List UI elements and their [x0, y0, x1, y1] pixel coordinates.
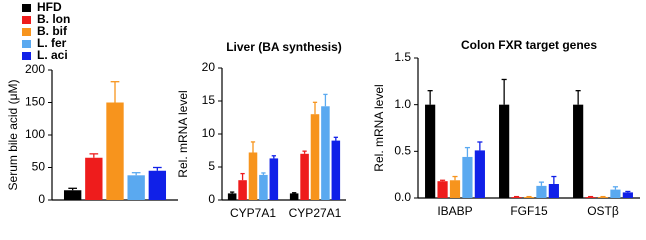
bar — [127, 175, 145, 200]
error-bar — [89, 153, 99, 158]
bar — [523, 197, 535, 198]
y-tick-label: 1.0 — [394, 97, 411, 111]
chart-title: Liver (BA synthesis) — [226, 40, 342, 54]
bar — [148, 170, 167, 200]
y-tick-label: 1.5 — [394, 50, 411, 64]
bar — [449, 180, 461, 198]
error-bar — [538, 181, 544, 186]
error-bar — [68, 187, 78, 191]
bar — [85, 157, 103, 200]
error-bar — [323, 93, 328, 107]
y-tick-label: 50 — [32, 160, 46, 174]
bar — [597, 197, 609, 198]
y-tick-label: 10 — [202, 126, 216, 140]
bar — [474, 150, 485, 198]
error-bar — [501, 78, 507, 105]
x-tick-label: IBABP — [437, 204, 472, 218]
bar — [610, 189, 621, 198]
bar — [63, 190, 82, 200]
legend-label: HFD — [37, 0, 62, 14]
y-tick-label: 100 — [25, 127, 45, 141]
legend-label: L. aci — [37, 48, 68, 62]
y-tick-label: 200 — [25, 62, 45, 76]
error-bar — [551, 175, 557, 184]
bar — [548, 184, 559, 198]
legend-swatch — [22, 52, 31, 60]
y-tick-label: 0 — [38, 192, 45, 206]
bar — [248, 152, 258, 200]
y-axis-label: Rel. mRNA level — [372, 84, 386, 171]
bar — [622, 192, 633, 198]
bar — [289, 193, 299, 200]
y-tick-label: 0.5 — [394, 144, 411, 158]
error-bar — [250, 141, 256, 153]
error-bar — [427, 90, 433, 105]
bar — [227, 193, 237, 200]
error-bar — [464, 146, 470, 157]
bar — [300, 153, 309, 200]
y-axis-label: Serum bile acid (μM) — [6, 80, 20, 191]
error-bar — [230, 191, 235, 194]
x-tick-label: CYP7A1 — [230, 206, 276, 220]
legend-swatch — [22, 40, 31, 48]
bar — [499, 104, 510, 198]
bar — [321, 106, 330, 200]
y-tick-label: 0 — [208, 192, 215, 206]
bar — [106, 102, 124, 200]
legend-swatch — [22, 28, 31, 36]
error-bar — [477, 141, 483, 151]
x-tick-label: FGF15 — [510, 204, 548, 218]
x-tick-label: CYP27A1 — [289, 206, 342, 220]
bar — [573, 104, 584, 198]
bar — [331, 140, 341, 200]
y-tick-label: 0.0 — [394, 190, 411, 204]
error-bar — [302, 150, 307, 154]
legend-swatch — [22, 4, 31, 12]
legend-label: L. fer — [37, 36, 67, 50]
chart-title: Colon FXR target genes — [461, 38, 597, 52]
legend-swatch — [22, 16, 31, 24]
error-bar — [152, 166, 162, 171]
y-tick-label: 5 — [208, 159, 215, 173]
bar — [238, 180, 247, 200]
error-bar — [271, 155, 276, 159]
bar — [425, 104, 436, 198]
error-bar — [240, 172, 245, 181]
error-bar — [440, 179, 446, 182]
y-tick-label: 15 — [202, 93, 216, 107]
x-tick-label: OSTβ — [587, 204, 619, 218]
bar — [462, 156, 473, 198]
bar — [259, 174, 268, 200]
bar — [310, 114, 320, 200]
error-bar — [452, 175, 458, 181]
bar — [269, 158, 279, 200]
error-bar — [625, 190, 631, 193]
y-tick-label: 150 — [25, 95, 45, 109]
error-bar — [575, 90, 581, 105]
error-bar — [333, 136, 338, 141]
y-axis-label: Rel. mRNA level — [176, 90, 190, 177]
legend-label: B. bif — [37, 24, 68, 38]
error-bar — [110, 81, 120, 103]
legend-label: B. lon — [37, 12, 70, 26]
bar — [511, 197, 522, 198]
error-bar — [292, 192, 297, 194]
error-bar — [312, 101, 318, 115]
bar — [536, 185, 547, 198]
bar — [437, 181, 448, 198]
y-tick-label: 20 — [202, 60, 216, 74]
error-bar — [261, 172, 266, 175]
error-bar — [612, 186, 618, 190]
bar — [585, 197, 596, 198]
error-bar — [131, 172, 141, 176]
